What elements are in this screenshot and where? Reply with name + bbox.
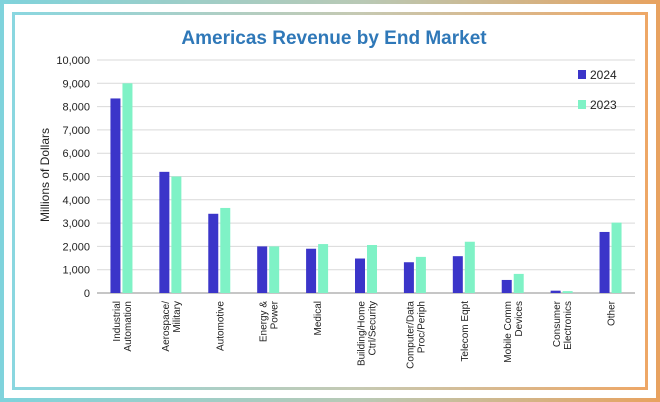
- chart-title: Americas Revenue by End Market: [181, 28, 487, 49]
- y-tick-label: 5,000: [62, 172, 90, 184]
- x-tick-label-line: Medical: [313, 301, 324, 335]
- x-tick-label: Telecom Eqpt: [460, 301, 471, 362]
- x-tick-label: Other: [607, 300, 618, 326]
- x-tick-label-line: Automotive: [215, 301, 226, 351]
- bar-2023: [415, 256, 426, 293]
- y-axis-label: Millions of Dollars: [38, 128, 52, 222]
- legend-label-2024: 2024: [590, 68, 617, 82]
- y-tick-label: 8,000: [62, 102, 90, 114]
- x-tick-label-line: Telecom Eqpt: [460, 301, 471, 362]
- y-tick-label: 6,000: [62, 148, 90, 160]
- y-tick-label: 2,000: [62, 241, 90, 253]
- bar-2023: [269, 246, 280, 293]
- x-tick-label-line: Proc/Periph: [416, 301, 427, 353]
- legend-swatch-2024: [578, 70, 586, 79]
- bar-2024: [452, 256, 463, 293]
- x-tick-label-line: Mobile Comm: [503, 301, 514, 363]
- x-tick-label-line: Power: [270, 300, 281, 329]
- x-tick-label: Automotive: [215, 301, 226, 351]
- x-tick-label: Aerospace/Military: [161, 301, 183, 352]
- x-tick-label-line: Automation: [123, 301, 134, 352]
- x-tick-label: Energy & Power: [259, 300, 281, 342]
- y-tick-label: 3,000: [62, 218, 90, 230]
- x-tick-label-line: Ctrl/Security: [368, 301, 379, 355]
- y-tick-label: 9,000: [62, 78, 90, 90]
- gridlines: [97, 59, 635, 294]
- bar-2024: [306, 248, 317, 293]
- bar-2023: [611, 222, 622, 293]
- bar-2023: [318, 244, 329, 293]
- bar-2024: [110, 98, 121, 293]
- bar-2023: [513, 273, 524, 293]
- x-tick-label-line: Energy &: [259, 301, 270, 342]
- bar-2023: [562, 291, 573, 293]
- bar-2023: [122, 83, 133, 293]
- x-tick-label-line: Aerospace/: [161, 301, 172, 352]
- bar-2023: [171, 176, 182, 293]
- y-tick-label: 7,000: [62, 125, 90, 137]
- y-tick-label: 0: [84, 288, 90, 300]
- bar-2024: [403, 262, 414, 293]
- bar-2023: [367, 245, 377, 293]
- x-tick-label: Medical: [313, 301, 324, 335]
- x-tick-label-line: Military: [172, 301, 183, 333]
- bar-2023: [220, 207, 231, 293]
- x-tick-label: Consumer Electronics: [552, 300, 574, 350]
- x-axis-labels: Industrial Automation Aerospace/Military Au…: [112, 300, 618, 368]
- y-tick-label: 1,000: [62, 265, 90, 277]
- x-tick-label-line: Building/Home: [357, 301, 368, 366]
- x-tick-label: Mobile Comm Devices: [503, 301, 525, 363]
- legend-label-2023: 2023: [590, 98, 617, 112]
- bar-2024: [550, 290, 561, 293]
- x-tick-label: Computer/Data Proc/Periph: [405, 301, 427, 369]
- x-tick-label-line: Electronics: [563, 301, 574, 350]
- bars: [110, 83, 622, 293]
- bar-2024: [159, 171, 170, 293]
- x-tick-label-line: Consumer: [552, 300, 563, 347]
- y-tick-label: 4,000: [62, 195, 90, 207]
- x-tick-label-line: Industrial: [112, 301, 123, 342]
- x-tick-label: Building/Home Ctrl/Security: [357, 301, 379, 366]
- bar-2023: [464, 241, 475, 293]
- x-tick-label-line: Other: [607, 300, 618, 326]
- x-tick-label-line: Computer/Data: [405, 301, 416, 369]
- bar-2024: [599, 231, 610, 293]
- bar-2024: [257, 246, 268, 293]
- y-axis-ticks: 0 1,000 2,000 3,000 4,000 5,000 6,000 7,000 8,00…: [56, 55, 90, 300]
- legend: 2024 2023: [578, 68, 617, 112]
- bar-2024: [501, 279, 512, 293]
- bar-2024: [355, 258, 365, 293]
- x-tick-label: Industrial Automation: [112, 301, 134, 352]
- bar-2024: [208, 213, 219, 293]
- x-tick-label-line: Devices: [514, 301, 525, 337]
- legend-swatch-2023: [578, 100, 586, 109]
- y-tick-label: 10,000: [56, 55, 90, 67]
